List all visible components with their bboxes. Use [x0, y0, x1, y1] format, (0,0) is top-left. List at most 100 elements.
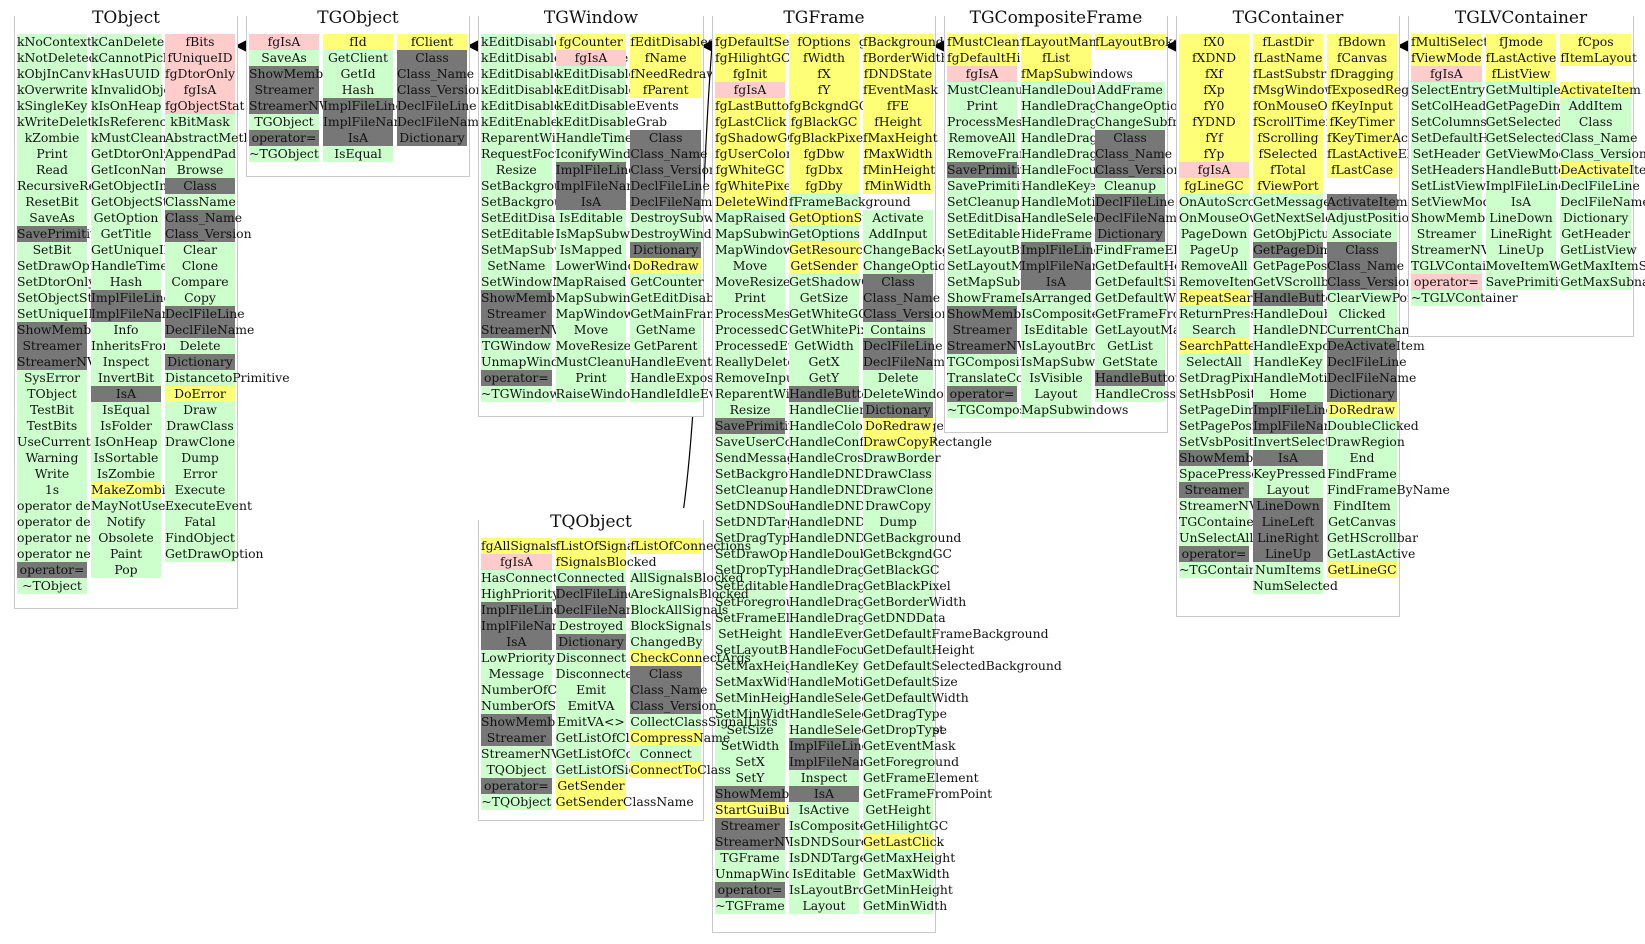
member-entry: HandleButton — [1095, 370, 1183, 386]
member-column: fCpos fItemLayout ActivateItem AddItem Class… — [1560, 34, 1645, 306]
member-entry: IsA — [481, 634, 552, 650]
member-entry: UnSelectAll — [1179, 530, 1254, 546]
member-entry: FindItem — [1327, 498, 1397, 514]
member-columns: fgIsA SaveAs ShowMembers Streamer StreamerNV… — [247, 34, 486, 162]
member-entry: GetSelectedEntries — [1485, 114, 1608, 130]
member-entry: SetUniqueID — [17, 306, 99, 322]
member-entry: StreamerNVirtual — [481, 322, 594, 338]
member-entry: SearchPattern — [1179, 338, 1270, 354]
member-entry: TQObject — [481, 762, 552, 778]
member-entry: OnMouseOver — [1179, 210, 1270, 226]
member-entry: InvertSelection — [1253, 434, 1350, 450]
member-column: fgAllSignalsBlocked fgIsA HasConnection Hig… — [481, 538, 625, 810]
member-entry: Class — [630, 130, 702, 146]
member-entry: SaveAs — [249, 50, 319, 66]
member-entry — [1327, 178, 1397, 194]
member-entry: GetSenderClassName — [555, 794, 694, 810]
member-entry: AbstractMethod — [165, 130, 267, 146]
member-entry: SysError — [17, 370, 87, 386]
member-entry: GetDefaultWidth — [863, 690, 969, 706]
member-entry: Inspect — [789, 770, 859, 786]
member-entry: ~TGObject — [249, 146, 319, 162]
member-entry: Dictionary — [630, 242, 702, 258]
member-entry: AreSignalsBlocked — [630, 586, 749, 602]
member-entry: ExecuteEvent — [165, 498, 252, 514]
class-box-tgcontainer: TGContainer fX0 fXDND fXf fXp fY0 fYDND fYf fYp f… — [1176, 4, 1450, 617]
member-entry: TObject — [17, 386, 87, 402]
member-entry: Emit — [555, 682, 627, 698]
member-entry: GetSize — [789, 290, 859, 306]
member-column: fMultiSelect fViewMode fgIsA SelectEntry Set… — [1411, 34, 1532, 306]
member-entry: SetListView — [1411, 178, 1486, 194]
member-column: fLayoutBroken AddFrameChangeOptionsChange… — [1095, 34, 1287, 418]
member-entry: fScrollTimer — [1253, 114, 1332, 130]
member-entry: RemoveAll — [947, 130, 1017, 146]
member-entry: GetClient — [323, 50, 393, 66]
member-column: fgDefaultSelectedBackgroundfgHilightGCfg… — [715, 34, 904, 914]
member-entry: IsLayoutBroken — [1021, 338, 1121, 354]
member-entry: GetDropType — [863, 722, 947, 738]
member-entry: fParent — [630, 82, 702, 98]
member-entry: GetId — [323, 66, 393, 82]
member-entry: GetSelectedItems — [1485, 130, 1598, 146]
member-entry: GetEditDisabled — [630, 290, 734, 306]
member-entry: operator new[] — [17, 546, 111, 562]
member-entry: ImplFileName — [1021, 258, 1111, 274]
member-entry: DeActivateItem — [1327, 338, 1425, 354]
member-entry: SetMinHeight — [715, 690, 804, 706]
member-entry: DoError — [165, 386, 235, 402]
member-entry: fgBckgndGC — [789, 98, 869, 114]
member-entry: MapRaised — [715, 210, 786, 226]
member-entry: Inspect — [91, 354, 161, 370]
member-columns: kEditDisableHeight kEditDisableKeyEnable k… — [479, 34, 759, 402]
member-entry: SetCleanup — [715, 482, 788, 498]
member-entry: fgIsA — [947, 66, 1017, 82]
member-column: fId GetClient GetId Hash ImplFileLine ImplFil… — [323, 34, 413, 162]
member-entry: Class_Version — [1095, 162, 1182, 178]
member-entry: SavePrimitiveSubframes — [947, 178, 1102, 194]
member-entry: SetDrawOption — [17, 258, 115, 274]
member-entry: GetWhitePixel — [789, 322, 879, 338]
member-entry: HandleButton — [789, 386, 877, 402]
member-columns: fMustCleanup fgDefaultHints fgIsA MustClean… — [945, 34, 1287, 418]
member-entry: SetHeight — [715, 626, 785, 642]
member-entry: Class_Version — [863, 306, 950, 322]
member-entry: Class_Version — [397, 82, 484, 98]
member-entry: SetMapSubwindows — [481, 242, 610, 258]
member-entry: Delete — [863, 370, 933, 386]
member-entry: ShowFrame — [947, 290, 1023, 306]
member-entry: fLastDir — [1253, 34, 1323, 50]
member-entry: DeclFileName — [165, 322, 255, 338]
member-entry: fKeyTimerActive — [1327, 130, 1432, 146]
member-entry: SetDefaultHeaders — [1411, 130, 1532, 146]
member-entry: ImplFileName — [1253, 418, 1343, 434]
member-entry: SetWindowName — [481, 274, 590, 290]
member-entry: InheritsFrom — [91, 338, 175, 354]
member-entry: DistancetoPrimitive — [165, 370, 290, 386]
member-entry: RaiseWindow — [555, 386, 641, 402]
member-entry: fMinHeight — [863, 162, 936, 178]
member-entry: ChangeOptions — [1095, 98, 1192, 114]
member-entry: Dictionary — [863, 402, 933, 418]
member-entry: SetColumns — [1411, 114, 1487, 130]
member-entry: LineRight — [1253, 530, 1323, 546]
member-entry: DeclFileLine — [165, 306, 245, 322]
member-column: kCanDelete kCannotPick kHasUUID kInvalidObj… — [91, 34, 183, 594]
member-entry: IsActive — [789, 802, 859, 818]
member-entry: TranslateCoordinates — [947, 370, 1083, 386]
member-entry: GetListOfConnections — [555, 746, 695, 762]
member-entry: SaveAs — [17, 210, 87, 226]
member-entry: operator= — [715, 882, 785, 898]
member-entry: kObjInCanvas — [17, 66, 105, 82]
member-entry: CheckConnectArgs — [630, 650, 751, 666]
class-box-tglvcontainer: TGLVContainer fMultiSelect fViewMode fgIsA S… — [1408, 4, 1645, 337]
member-entry: InvertBit — [91, 370, 161, 386]
member-entry: ImplFileName — [481, 618, 571, 634]
member-entry: StreamerNVirtual — [715, 834, 828, 850]
member-entry: kEditDisableHeight — [481, 34, 605, 50]
member-entry: Layout — [1021, 386, 1091, 402]
member-entry: fEventMask — [863, 82, 938, 98]
member-entry: HandleMotion — [1021, 194, 1111, 210]
member-entry: fgIsA — [715, 82, 785, 98]
member-entry: DoubleClicked — [1327, 418, 1419, 434]
